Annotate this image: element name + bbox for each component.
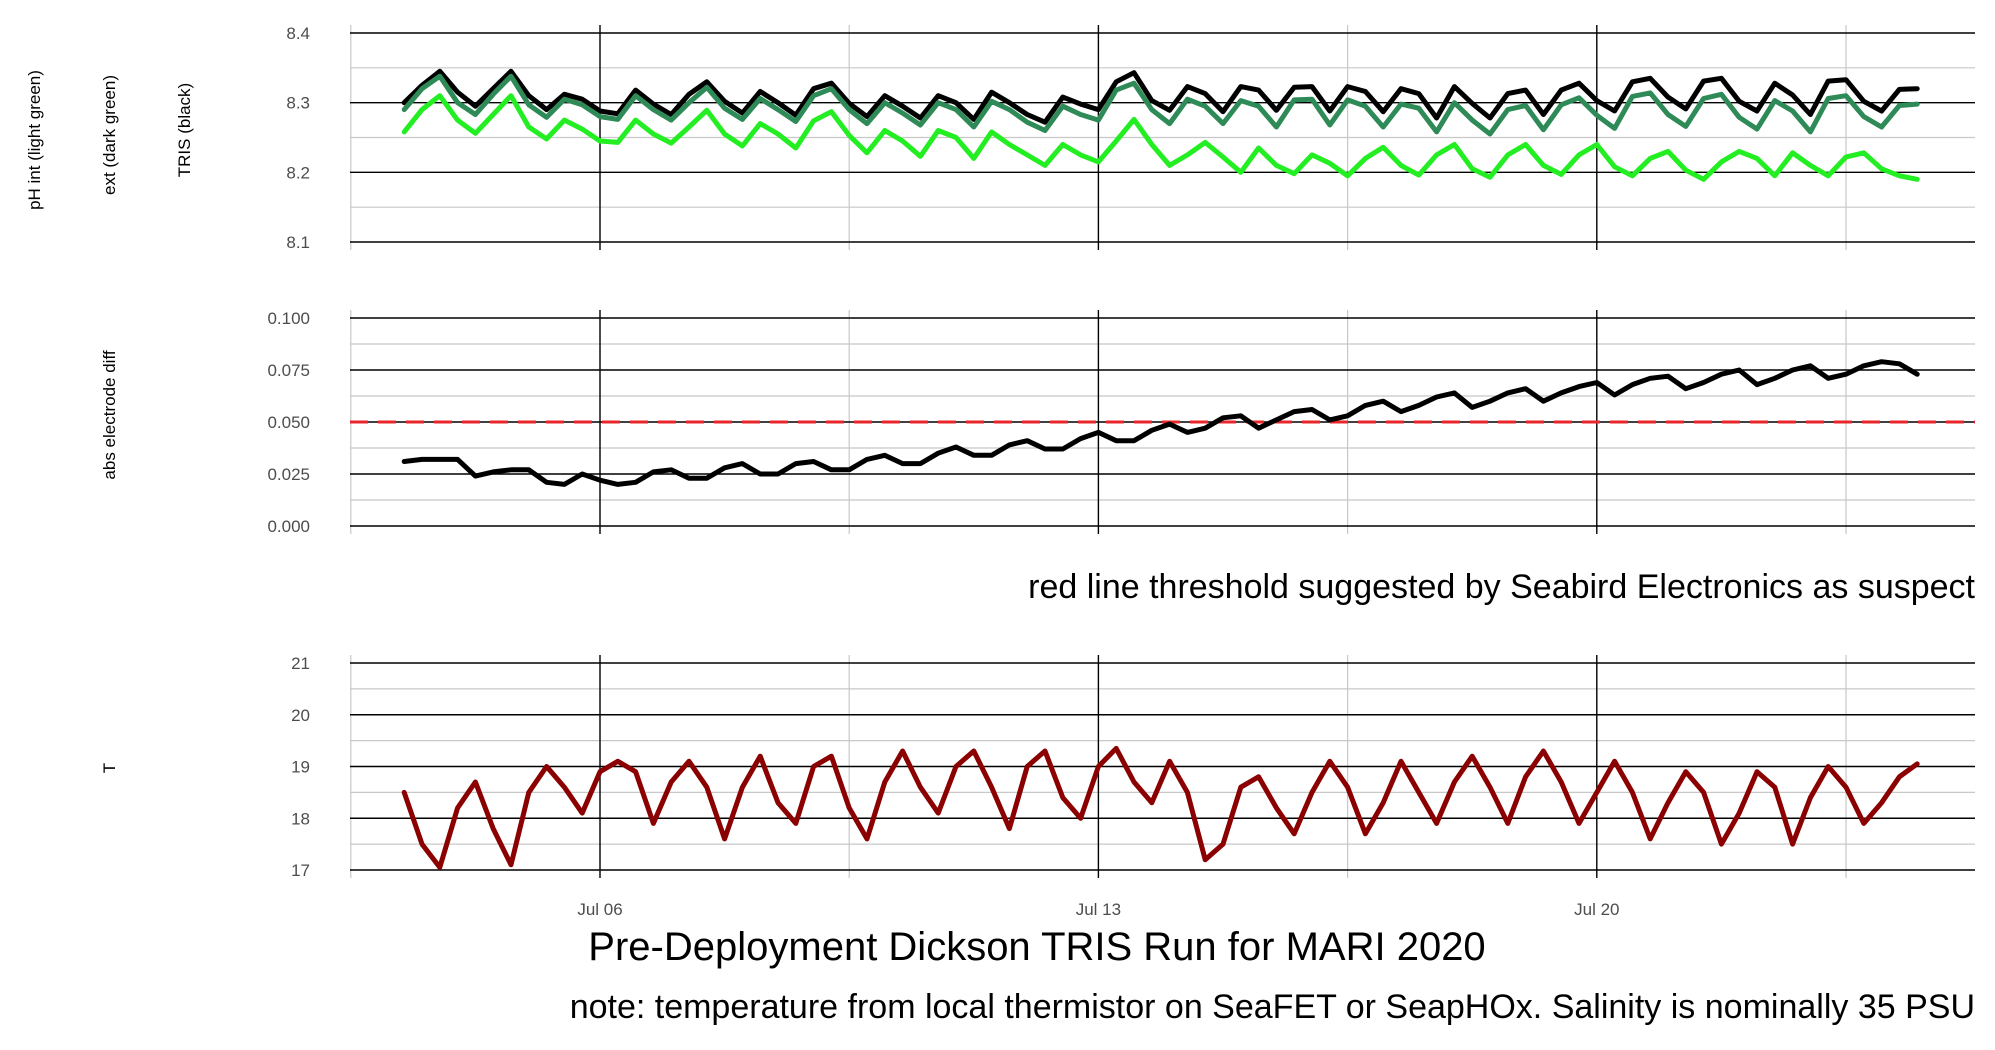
series-line-value bbox=[401, 359, 1920, 487]
series-line-value bbox=[401, 745, 1920, 870]
temp-axis-label: T bbox=[100, 763, 119, 773]
ph-int-axis-label: pH int (light green) bbox=[25, 70, 44, 210]
temp-y-ticks: 17 18 19 20 21 bbox=[291, 654, 310, 880]
panel-electrode-diff: 0.000 0.025 0.050 0.075 0.100 abs electrode … bbox=[100, 309, 1976, 606]
y-tick-label: 19 bbox=[291, 758, 310, 777]
threshold-note: red line threshold suggested by Seabird … bbox=[1028, 568, 1975, 606]
x-tick-label: Jul 13 bbox=[1076, 900, 1121, 919]
y-tick-label: 21 bbox=[291, 654, 310, 673]
ph-tris-axis-label: TRIS (black) bbox=[175, 83, 194, 177]
y-tick-label: 18 bbox=[291, 809, 310, 828]
panel-ph: 8.1 8.2 8.3 8.4 pH int (light green) ext (d… bbox=[25, 24, 1975, 252]
diff-y-ticks: 0.000 0.025 0.050 0.075 0.100 bbox=[267, 309, 310, 536]
series-line-ph-int bbox=[401, 93, 1920, 182]
chart-subtitle: note: temperature from local thermistor … bbox=[570, 988, 1975, 1026]
ph-y-ticks: 8.1 8.2 8.3 8.4 bbox=[286, 24, 310, 252]
y-tick-label: 8.2 bbox=[286, 163, 310, 182]
y-tick-label: 0.075 bbox=[267, 361, 310, 380]
temp-x-ticks: Jul 06 Jul 13 Jul 20 bbox=[577, 900, 1619, 919]
ph-ext-axis-label: ext (dark green) bbox=[100, 75, 119, 195]
y-tick-label: 8.1 bbox=[286, 233, 310, 252]
ph-series-lines bbox=[401, 68, 1920, 182]
y-tick-label: 8.4 bbox=[286, 24, 310, 43]
diff-series-lines bbox=[350, 359, 1975, 487]
y-tick-label: 8.3 bbox=[286, 94, 310, 113]
x-tick-label: Jul 20 bbox=[1574, 900, 1619, 919]
y-tick-label: 0.000 bbox=[267, 517, 310, 536]
y-tick-label: 0.100 bbox=[267, 309, 310, 328]
series-line-tris bbox=[401, 68, 1920, 125]
panel-temperature: 17 18 19 20 21 Jul 06 Jul 13 Jul 20 T bbox=[100, 654, 1975, 919]
diff-axis-label: abs electrode diff bbox=[100, 350, 119, 479]
y-tick-label: 20 bbox=[291, 706, 310, 725]
chart-title: Pre-Deployment Dickson TRIS Run for MARI… bbox=[588, 925, 1485, 969]
temp-gridlines bbox=[350, 655, 1975, 878]
y-tick-label: 0.025 bbox=[267, 465, 310, 484]
y-tick-label: 0.050 bbox=[267, 413, 310, 432]
ph-gridlines bbox=[350, 25, 1975, 250]
x-tick-label: Jul 06 bbox=[577, 900, 622, 919]
y-tick-label: 17 bbox=[291, 861, 310, 880]
temp-series-lines bbox=[401, 745, 1920, 870]
series-line-ext bbox=[401, 73, 1920, 137]
